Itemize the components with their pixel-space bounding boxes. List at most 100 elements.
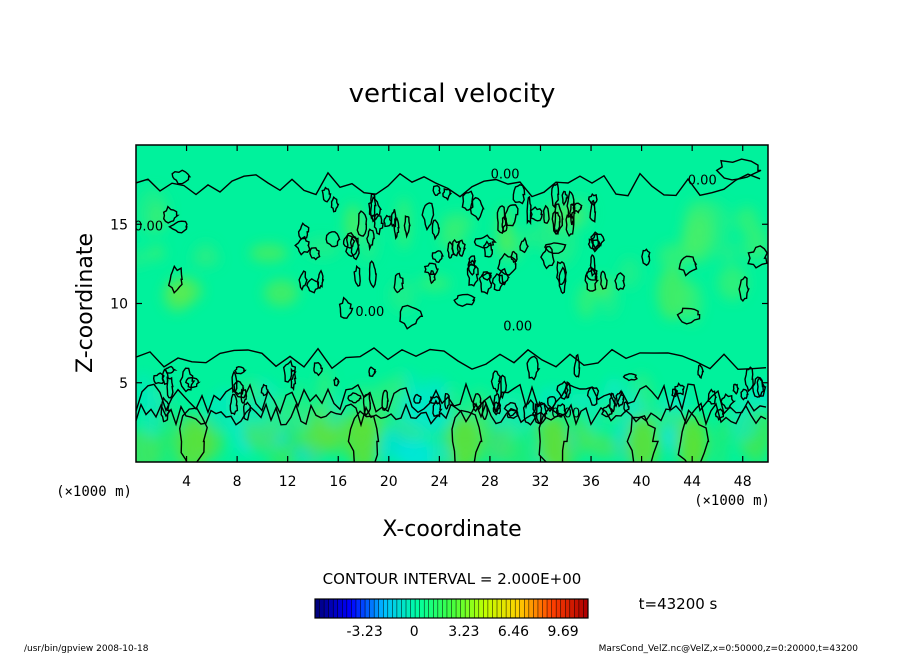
colorbar-cell (401, 599, 407, 618)
contour-cell (233, 365, 247, 375)
colorbar-cell (519, 599, 525, 618)
colorbar: -3.23 0 3.23 6.46 9.69 (314, 598, 589, 640)
contour-loop (171, 169, 192, 185)
contour-cell (512, 184, 526, 205)
x-tick-label: 4 (182, 474, 191, 490)
contour-cell (500, 374, 508, 400)
contour-cell (362, 391, 372, 417)
contour-cell (732, 383, 740, 395)
contour-peak (451, 409, 483, 462)
contour-labels: 0.00 0.00 0.00 0.00 0.00 0.00 (136, 167, 717, 421)
contour-cell (504, 204, 519, 227)
time-label: t=43200 s (639, 595, 718, 613)
contour-lines (136, 158, 768, 462)
colorbar-cell (342, 599, 348, 618)
contour-cell (353, 264, 361, 287)
colorbar-cell (337, 599, 343, 618)
x-tick-label: 28 (481, 474, 499, 490)
shading-blob (163, 278, 192, 313)
y-tick-label: 15 (110, 217, 128, 233)
contour-cell (522, 398, 537, 426)
colorbar-cell (460, 599, 466, 618)
contour-cell (373, 212, 384, 236)
contour-cell (565, 213, 575, 238)
contour-cell (179, 367, 196, 393)
x-tick-label: 40 (633, 474, 651, 490)
x-tick-label: 12 (279, 474, 297, 490)
contour-cell (316, 269, 325, 290)
contour-cell (444, 392, 450, 410)
x-tick-label: 20 (380, 474, 398, 490)
contour-cell (260, 383, 269, 397)
contour-cell (453, 293, 476, 307)
colorbar-cell (506, 599, 511, 618)
colorbar-cell (451, 599, 457, 618)
colorbar-cell (328, 599, 334, 618)
contour-cell (432, 184, 442, 197)
y-tick-label: 5 (119, 376, 128, 392)
shading-blob (506, 435, 537, 462)
contour-cell (160, 396, 171, 423)
colorbar-cell (410, 599, 416, 618)
contour-cell (546, 395, 557, 410)
contour-cell (432, 399, 443, 418)
colorbar-cell (369, 599, 375, 618)
colorbar-cell (437, 599, 443, 618)
contour-cell (744, 366, 754, 393)
shading-blob (411, 380, 452, 436)
contour-cell (229, 393, 239, 416)
colorbar-cell (469, 599, 475, 618)
contour-peak (347, 410, 380, 462)
colorbar-cell (324, 599, 329, 618)
contour-cell (184, 376, 201, 389)
colorbar-cell (524, 599, 530, 618)
shading-blob (729, 397, 759, 443)
contour-cell (585, 266, 598, 281)
contour-peak (538, 407, 570, 462)
shading-peak (448, 414, 481, 462)
contour-cell (536, 400, 543, 425)
contour-cell (573, 353, 581, 378)
colorbar-tick-label: -3.23 (347, 624, 383, 640)
colorbar-cell (333, 599, 339, 618)
colorbar-cell (446, 599, 452, 618)
x-unit-left: (×1000 m) (56, 484, 132, 500)
contour-cell (491, 273, 506, 292)
contour-peak (677, 409, 710, 462)
contour-cell (461, 190, 474, 211)
contour-cell (321, 186, 332, 203)
contour-cell (399, 304, 424, 330)
colorbar-cell (346, 599, 352, 618)
colorbar-cell (415, 599, 420, 618)
colorbar-cell (583, 599, 589, 618)
colorbar-cell (510, 599, 516, 618)
shading-blob (681, 280, 703, 324)
shading-blob (714, 242, 742, 263)
colorbar-cell (419, 599, 425, 618)
shading-blob (264, 279, 299, 307)
x-axis-label: X-coordinate (382, 517, 521, 542)
contour-cell (714, 408, 724, 421)
contour-cell (544, 242, 567, 255)
contour-cell (294, 235, 311, 256)
contour-loop (715, 158, 762, 181)
colorbar-frame (314, 598, 589, 619)
colorbar-tick-label: 6.46 (498, 624, 529, 640)
x-axis: 4 8 12 16 20 24 28 32 36 40 44 48 (182, 145, 752, 490)
contour-cell (240, 388, 248, 405)
contour-cell (586, 386, 600, 407)
shading-blob (249, 243, 288, 263)
colorbar-cell (465, 599, 470, 618)
shading-blob (657, 266, 688, 321)
contour-cell (390, 209, 398, 229)
x-tick-label: 16 (329, 474, 347, 490)
colorbar-cell (315, 599, 320, 618)
colorbar-cell (355, 599, 361, 618)
x-tick-label: 32 (532, 474, 550, 490)
colorbar-cell (378, 599, 384, 618)
contour-cell (325, 231, 341, 248)
contour-cell (641, 248, 651, 267)
x-tick-label: 36 (582, 474, 600, 490)
colorbar-cell (392, 599, 398, 618)
